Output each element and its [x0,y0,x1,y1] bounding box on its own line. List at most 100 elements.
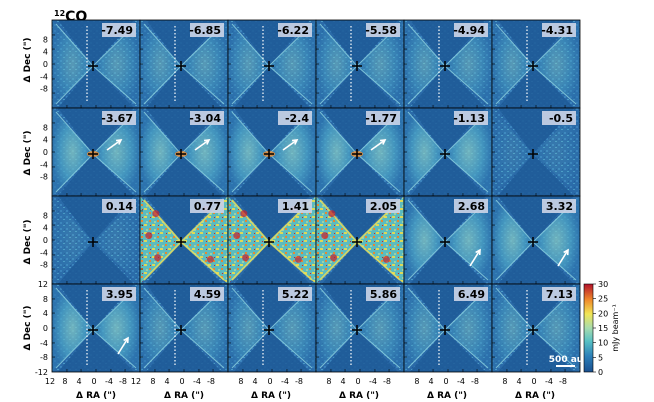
velocity-label-box [366,199,400,213]
velocity-label: -4.94 [453,24,485,37]
x-tick-label: 4 [340,377,345,386]
x-tick-label: 0 [531,377,536,386]
x-tick-label: 8 [414,377,419,386]
velocity-label: -0.5 [549,112,573,125]
cavity-south [146,66,222,108]
outflow-wing-west [445,108,492,196]
y-tick-label: -4 [40,72,48,81]
x-tick-label: -8 [207,377,215,386]
outflow-wing-east [228,20,269,108]
y-tick-label: 8 [43,295,48,304]
y-tick-label: 8 [43,35,48,44]
emission-peak [233,232,241,240]
feature-arrow-head [115,139,123,145]
velocity-label-box [278,199,312,213]
velocity-label: -7.49 [101,24,133,37]
outflow-wing-west [357,196,404,284]
velocity-label-box [366,23,400,37]
emission-peak [328,210,336,218]
y-tick-label: 4 [43,136,48,145]
velocity-label-box [542,287,576,301]
x-tick-label: -4 [105,377,113,386]
y-tick-label: -4 [40,160,48,169]
y-tick-label: -8 [40,353,48,362]
y-axis-label-row-4: Δ Dec (") [23,305,33,350]
x-tick-label: -8 [383,377,391,386]
y-tick-label: 0 [43,236,48,245]
x-tick-label: 8 [326,377,331,386]
cavity-south [410,330,486,372]
feature-arrow-head [203,139,211,145]
outflow-wing-east [228,108,269,196]
outflow-wing-west [445,20,492,108]
outflow-wing-east [228,196,269,284]
cavity-south [58,242,134,284]
x-tick-label: 12 [131,377,141,386]
channel-panel: 5.22 [227,283,317,373]
colorbar-label: mJy beam⁻¹ [611,304,620,352]
outflow-wing-east [492,196,533,284]
x-tick-label: 4 [252,377,257,386]
channel-panel: 4.59 [139,283,229,373]
velocity-label-box [278,111,312,125]
x-tick-label: 4 [76,377,81,386]
outflow-wing-west [93,284,140,372]
colorbar: mJy beam⁻¹ 0 5 10 15 20 25 30 [583,280,620,377]
cavity-south [498,154,574,196]
cavity-south [146,242,222,284]
channel-panel: -3.67 [51,107,141,197]
velocity-label: 2.68 [458,200,485,213]
y-tick-label: 8 [43,123,48,132]
cavity-south [410,66,486,108]
velocity-label: 2.05 [370,200,397,213]
x-axis-label-col-2: Δ RA (") [164,391,204,401]
velocity-label-box [542,111,576,125]
y-axis-label-row-3: Δ Dec (") [23,219,33,264]
velocity-label: 6.49 [458,288,485,301]
y-tick-label: -8 [40,261,48,270]
cavity-south [234,154,310,196]
outflow-wing-east [52,20,93,108]
x-tick-label: 12 [45,377,55,386]
feature-arrow [370,139,386,151]
x-tick-label: 8 [502,377,507,386]
channel-panel: 2.05 [315,195,405,285]
velocity-label: -6.22 [277,24,309,37]
x-tick-label: -8 [119,377,127,386]
outflow-wing-west [269,284,316,372]
x-tick-label: 8 [238,377,243,386]
outflow-wing-west [445,284,492,372]
outflow-wing-east [52,196,93,284]
channel-panel: -1.13 [403,107,493,197]
colorbar-tick-label: 20 [598,309,608,318]
title-superscript: 12 [54,9,65,18]
y-tick-label: 12 [38,280,48,289]
y-tick-label: 4 [43,224,48,233]
outflow-wing-west [533,284,580,372]
feature-arrow [282,139,298,151]
velocity-label-box [190,111,224,125]
emission-peak [152,210,160,218]
feature-arrow-head [563,248,569,256]
cavity-south [234,66,310,108]
x-tick-label: -8 [559,377,567,386]
velocity-label-box [190,287,224,301]
x-axis-label-col-6: Δ RA (") [515,391,555,401]
y-tick-label: 0 [43,324,48,333]
outflow-wing-west [181,108,228,196]
channel-panel: 3.32 [491,195,581,285]
velocity-label: -3.67 [101,112,133,125]
cavity-south [498,242,574,284]
velocity-label: 0.77 [194,200,221,213]
velocity-label-box [366,111,400,125]
colorbar-tick-label: 30 [598,280,608,289]
outflow-wing-west [533,108,580,196]
emission-peak [330,254,338,262]
colorbar-tick-label: 15 [598,324,608,333]
velocity-label: 0.14 [106,200,133,213]
x-tick-label: -4 [281,377,289,386]
velocity-label-box [366,287,400,301]
cavity-south [498,330,574,372]
velocity-label-box [102,111,136,125]
colorbar-tick-label: 10 [598,339,608,348]
